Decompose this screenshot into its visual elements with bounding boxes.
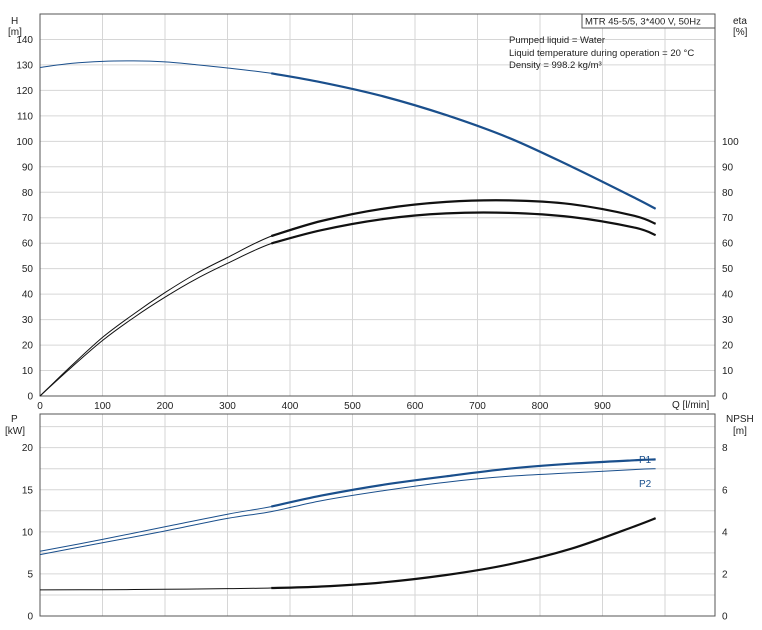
left-tick-label: 0 xyxy=(27,612,33,623)
right-tick-label: 90 xyxy=(722,162,734,173)
series-line-0-operating xyxy=(271,458,656,508)
series-line-0-operating xyxy=(271,72,657,210)
series-line-1 xyxy=(39,468,656,556)
left-tick-label: 130 xyxy=(16,60,33,71)
series-line-2-operating xyxy=(271,517,656,590)
series-line-2-operating xyxy=(271,211,657,245)
left-tick-label: 5 xyxy=(27,569,33,580)
legend-line-liquid: Pumped liquid = Water xyxy=(509,35,605,46)
left-tick-label: 50 xyxy=(22,264,34,275)
x-tick-label: 800 xyxy=(532,401,549,412)
x-tick-label: 600 xyxy=(407,401,424,412)
left-tick-label: 30 xyxy=(22,315,34,326)
series-line-2 xyxy=(39,212,656,397)
top-plot-frame xyxy=(39,13,716,397)
left-tick-label: 140 xyxy=(16,35,33,46)
left-tick-label: 70 xyxy=(22,213,34,224)
right-tick-label: 20 xyxy=(722,341,734,352)
left-tick-label: 20 xyxy=(22,341,34,352)
right-tick-label: 8 xyxy=(722,443,728,454)
pump-title: MTR 45-5/5, 3*400 V, 50Hz xyxy=(585,17,701,28)
x-tick-label: 700 xyxy=(469,401,486,412)
power-npsh-panel: 0 5 10 15 20 0 2 4 6 8 P [kW] NPSH [m] P1 P2 xyxy=(5,413,754,623)
right-tick-label: 2 xyxy=(722,569,728,580)
bottom-left-axis-ticks: 0 5 10 15 20 xyxy=(22,443,34,622)
left-tick-label: 90 xyxy=(22,162,34,173)
top-series xyxy=(39,60,657,397)
series-line-2 xyxy=(39,517,656,591)
legend-line-temperature: Liquid temperature during operation = 20… xyxy=(509,48,694,59)
left-tick-label: 100 xyxy=(16,137,33,148)
left-tick-label: 120 xyxy=(16,86,33,97)
right-tick-label: 60 xyxy=(722,239,734,250)
npsh-axis-unit: [m] xyxy=(733,426,747,437)
right-tick-label: 6 xyxy=(722,485,728,496)
right-tick-label: 50 xyxy=(722,264,734,275)
right-tick-label: 4 xyxy=(722,527,728,538)
left-tick-label: 10 xyxy=(22,527,34,538)
x-tick-label: 0 xyxy=(37,401,43,412)
bottom-grid xyxy=(40,414,715,616)
legend-line-density: Density = 998.2 kg/m³ xyxy=(509,60,602,71)
top-x-axis-ticks: 0 100 200 300 400 500 600 700 800 900 xyxy=(37,401,611,412)
head-efficiency-panel: 0 10 20 30 40 50 60 70 80 90 100 110 120 130 140 0 10 20… xyxy=(8,13,748,412)
series-line-1-operating xyxy=(270,199,657,238)
eta-axis-label: eta xyxy=(733,16,747,27)
left-tick-label: 80 xyxy=(22,188,34,199)
flow-axis-label: Q [l/min] xyxy=(672,400,709,411)
left-tick-label: 40 xyxy=(22,290,34,301)
series-line-1 xyxy=(39,199,656,397)
right-tick-label: 40 xyxy=(722,290,734,301)
series-label-p1: P1 xyxy=(639,455,652,466)
left-tick-label: 110 xyxy=(17,111,33,122)
top-grid xyxy=(40,14,715,396)
x-tick-label: 400 xyxy=(282,401,299,412)
eta-axis-unit: [%] xyxy=(733,27,748,38)
right-tick-label: 0 xyxy=(722,612,728,623)
head-axis-label: H xyxy=(11,16,18,27)
bottom-plot-frame xyxy=(39,413,716,617)
x-tick-label: 300 xyxy=(219,401,236,412)
left-tick-label: 0 xyxy=(27,392,33,403)
right-tick-label: 80 xyxy=(722,188,734,199)
x-tick-label: 900 xyxy=(594,401,611,412)
left-tick-label: 60 xyxy=(22,239,34,250)
series-line-0 xyxy=(39,60,656,210)
right-tick-label: 70 xyxy=(722,213,734,224)
bottom-right-axis-ticks: 0 2 4 6 8 xyxy=(722,443,728,622)
left-tick-label: 10 xyxy=(22,366,34,377)
top-right-axis-ticks: 0 10 20 30 40 50 60 70 80 90 100 xyxy=(722,137,739,403)
power-axis-label: P xyxy=(11,414,18,425)
power-axis-unit: [kW] xyxy=(5,426,25,437)
top-left-axis-ticks: 0 10 20 30 40 50 60 70 80 90 100 110 120 130 140 xyxy=(16,35,33,403)
bottom-series xyxy=(39,458,656,591)
series-label-p2: P2 xyxy=(639,479,652,490)
right-tick-label: 0 xyxy=(722,392,728,403)
left-tick-label: 20 xyxy=(22,443,34,454)
npsh-axis-label: NPSH xyxy=(726,414,754,425)
x-tick-label: 200 xyxy=(157,401,174,412)
x-tick-label: 100 xyxy=(94,401,111,412)
x-tick-label: 500 xyxy=(344,401,361,412)
left-tick-label: 15 xyxy=(22,485,34,496)
head-axis-unit: [m] xyxy=(8,27,22,38)
right-tick-label: 30 xyxy=(722,315,734,326)
right-tick-label: 100 xyxy=(722,137,739,148)
pump-title-box xyxy=(581,13,716,29)
right-tick-label: 10 xyxy=(722,366,734,377)
